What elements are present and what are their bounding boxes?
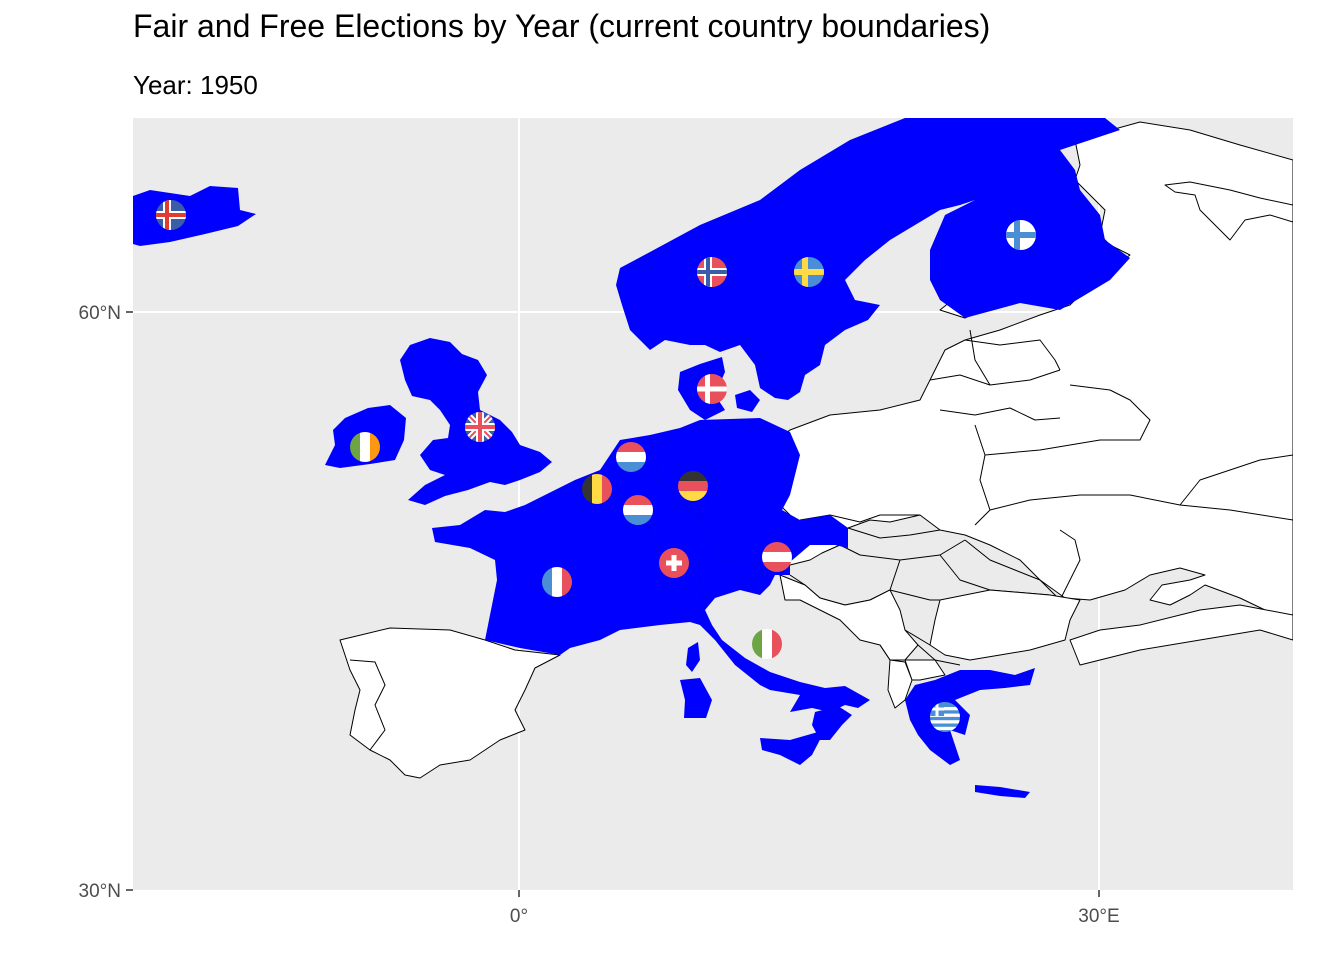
border-baltic — [929, 329, 1061, 421]
map-title: Fair and Free Elections by Year (current… — [133, 8, 991, 44]
flag-iceland — [156, 200, 186, 230]
x-tick-label-0: 0° — [510, 906, 528, 927]
flag-norway — [697, 257, 727, 287]
flag-germany — [678, 471, 708, 501]
country-yugoslavia — [779, 574, 919, 661]
flag-switzerland — [659, 548, 689, 578]
country-iceland — [133, 186, 256, 246]
country-greece — [905, 668, 1035, 765]
country-western-core — [432, 418, 870, 712]
flag-uk — [465, 412, 495, 442]
country-corsica — [686, 642, 700, 672]
flag-france — [542, 567, 572, 597]
flag-ireland — [350, 432, 380, 462]
flag-sweden — [794, 257, 824, 287]
flag-greece — [930, 702, 960, 732]
flag-belgium — [582, 474, 612, 504]
flag-italy — [752, 629, 782, 659]
country-spain — [339, 627, 561, 779]
flag-finland — [1006, 220, 1036, 250]
border-balkans-inner — [879, 589, 961, 666]
border-poland-belarus — [974, 384, 1151, 526]
country-macedonia — [904, 659, 946, 681]
country-novaya-zemlya — [1164, 181, 1293, 241]
flag-netherlands — [616, 442, 646, 472]
country-crete — [975, 785, 1030, 798]
country-denmark-islands — [735, 390, 760, 412]
flag-austria — [762, 542, 792, 572]
flag-luxembourg — [623, 495, 653, 525]
border-portugal — [349, 659, 386, 751]
border-ukraine — [989, 454, 1293, 521]
country-turkey — [1069, 604, 1293, 666]
country-sicily — [760, 730, 825, 765]
x-tick-label-30e: 30°E — [1078, 906, 1119, 927]
map-subtitle: Year: 1950 — [133, 70, 258, 100]
country-sardinia — [680, 678, 712, 718]
country-scandinavia — [616, 118, 1130, 400]
y-tick-label-30n: 30°N — [79, 881, 121, 902]
flag-denmark — [697, 374, 727, 404]
y-tick-label-60n: 60°N — [79, 303, 121, 324]
